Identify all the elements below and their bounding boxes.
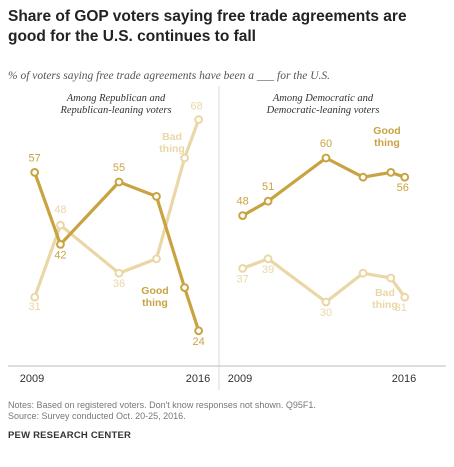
chart-area: Among Republican and Republican-leaning v… bbox=[8, 86, 446, 390]
data-point-bad bbox=[358, 268, 368, 278]
notes: Notes: Based on registered voters. Don't… bbox=[8, 400, 448, 422]
series-name-label-bad: Bad thing bbox=[159, 131, 185, 155]
series-line-good bbox=[33, 170, 201, 333]
data-point-good bbox=[114, 177, 124, 187]
series-name-line: Good bbox=[141, 285, 168, 297]
data-point-good bbox=[386, 168, 396, 177]
data-label-good: 57 bbox=[29, 152, 41, 164]
series-name-label-good: Good thing bbox=[373, 125, 400, 149]
x-tick-label: 2009 bbox=[228, 373, 252, 385]
data-label-bad: 68 bbox=[191, 101, 203, 113]
data-label-good: 55 bbox=[113, 162, 125, 174]
data-label-bad: 37 bbox=[237, 273, 249, 285]
series-name-label-bad: Bad thing bbox=[372, 287, 398, 311]
data-point-good bbox=[56, 240, 65, 249]
panel-label-line: Republican-leaning voters bbox=[59, 105, 171, 116]
data-point-good bbox=[358, 172, 368, 182]
series-name-label-good: Good thing bbox=[141, 285, 168, 309]
data-label-good: 60 bbox=[320, 138, 332, 150]
data-point-bad bbox=[152, 254, 161, 264]
series-name-line: Bad bbox=[162, 131, 182, 143]
data-point-bad bbox=[114, 268, 124, 278]
data-point-good bbox=[152, 192, 161, 201]
data-point-good bbox=[30, 168, 40, 177]
series-name-line: Good bbox=[373, 125, 400, 137]
data-label-good: 51 bbox=[262, 181, 274, 193]
series-name-line: thing bbox=[372, 299, 398, 311]
series-line-bad bbox=[33, 117, 201, 299]
data-label-good: 48 bbox=[237, 196, 249, 208]
series-name-line: Bad bbox=[375, 287, 395, 299]
data-point-good bbox=[400, 172, 410, 182]
notes-text: Notes: Based on registered voters. Don't… bbox=[8, 400, 316, 410]
data-point-good bbox=[263, 196, 273, 206]
data-label-good: 42 bbox=[54, 249, 66, 261]
data-label-bad: 31 bbox=[29, 301, 41, 313]
data-label-good: 24 bbox=[193, 336, 205, 348]
data-label-bad: 36 bbox=[113, 278, 125, 290]
data-point-bad bbox=[194, 115, 204, 124]
x-tick-label: 2016 bbox=[186, 373, 210, 385]
panel-label-line: Democratic-leaning voters bbox=[266, 105, 380, 116]
data-point-bad bbox=[238, 264, 248, 273]
data-point-bad bbox=[386, 273, 396, 283]
data-label-bad: 48 bbox=[54, 204, 66, 216]
x-tick-label: 2016 bbox=[392, 373, 416, 385]
series-name-line: thing bbox=[142, 297, 168, 309]
data-point-bad bbox=[56, 220, 65, 230]
series-name-line: thing bbox=[374, 137, 400, 149]
source-text: Source: Survey conducted Oct. 20-25, 201… bbox=[8, 411, 186, 421]
panel-label-line: Among Republican and bbox=[66, 93, 166, 104]
org-name: PEW RESEARCH CENTER bbox=[8, 430, 132, 441]
data-point-good bbox=[238, 211, 248, 221]
chart-title: Share of GOP voters saying free trade ag… bbox=[8, 8, 407, 45]
panel-label-0: Among Republican and Republican-leaning v… bbox=[59, 93, 171, 116]
panel-label-1: Among Democratic and Democratic-leaning v… bbox=[266, 93, 380, 116]
data-point-bad bbox=[30, 292, 40, 302]
panel-label-line: Among Democratic and bbox=[272, 93, 374, 104]
data-label-bad: 39 bbox=[262, 264, 274, 276]
data-label-bad: 31 bbox=[395, 302, 407, 314]
data-label-bad: 30 bbox=[320, 307, 332, 319]
data-point-bad bbox=[321, 297, 331, 307]
data-label-good: 56 bbox=[397, 182, 409, 194]
data-point-good bbox=[180, 283, 189, 293]
data-point-bad bbox=[400, 292, 410, 302]
x-tick-label: 2009 bbox=[20, 373, 44, 385]
data-point-bad bbox=[263, 254, 273, 264]
chart-subtitle: % of voters saying free trade agreements… bbox=[8, 70, 331, 82]
series-name-line: thing bbox=[159, 143, 185, 155]
data-point-good bbox=[194, 326, 204, 336]
data-point-bad bbox=[180, 153, 189, 163]
data-point-good bbox=[321, 153, 331, 163]
